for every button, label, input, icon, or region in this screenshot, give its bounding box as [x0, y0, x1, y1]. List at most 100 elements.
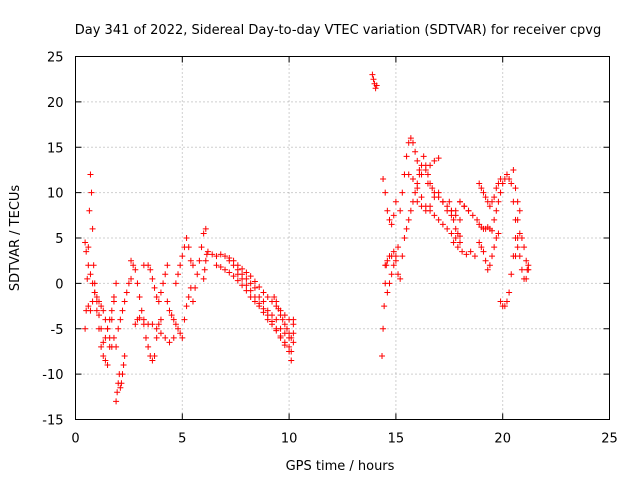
data-point: [506, 289, 513, 296]
grid: [75, 56, 610, 420]
data-point: [286, 343, 293, 350]
series-s2: [82, 239, 120, 346]
data-point: [452, 235, 459, 241]
data-point: [512, 185, 519, 192]
data-point: [217, 251, 224, 258]
y-tick-label: 10: [47, 187, 64, 202]
data-point: [100, 352, 107, 359]
data-point: [202, 257, 209, 264]
data-point: [467, 248, 474, 255]
data-point: [491, 194, 498, 201]
data-point: [117, 316, 124, 323]
data-point: [409, 176, 416, 183]
axis-ticks: 0 5 10 15 20 25 -15 -10 -5 0 5 10 15 20 25: [42, 51, 618, 447]
data-point: [100, 307, 107, 314]
data-point: [183, 303, 190, 310]
data-point: [179, 253, 186, 260]
data-point: [172, 280, 179, 287]
data-point: [119, 371, 126, 378]
series-s30: [476, 176, 504, 210]
x-tick-label: 15: [388, 432, 405, 447]
data-point: [153, 334, 160, 341]
data-point: [196, 257, 203, 264]
data-point: [459, 248, 466, 255]
data-point: [93, 293, 100, 300]
data-point: [418, 194, 425, 201]
data-point: [290, 330, 297, 337]
y-tick-label: 5: [55, 232, 63, 247]
data-point: [204, 248, 211, 255]
data-point: [113, 398, 120, 405]
data-point: [110, 334, 117, 341]
data-point: [497, 189, 504, 196]
data-point: [162, 334, 169, 341]
data-point: [251, 278, 258, 285]
data-point: [114, 389, 121, 396]
data-point: [412, 189, 419, 196]
data-point: [452, 225, 459, 232]
data-point: [493, 235, 500, 241]
data-point: [431, 157, 438, 164]
data-point: [390, 262, 397, 269]
data-point: [523, 257, 530, 264]
data-point: [427, 203, 434, 210]
data-point: [448, 207, 455, 214]
data-point: [151, 352, 158, 359]
data-point: [95, 312, 102, 319]
data-point: [495, 230, 502, 237]
x-axis-label: GPS time / hours: [286, 459, 395, 474]
data-point: [247, 280, 254, 287]
data-point: [256, 300, 263, 307]
data-point: [478, 185, 485, 192]
y-axis-label: SDTVAR / TECUs: [8, 185, 23, 292]
chart-title: Day 341 of 2022, Sidereal Day-to-day VTE…: [75, 23, 601, 38]
data-point: [151, 284, 158, 291]
data-point: [82, 239, 89, 246]
data-point: [86, 207, 93, 214]
data-point: [175, 271, 182, 278]
data-point: [395, 244, 402, 251]
series-s3: [85, 289, 117, 350]
x-tick-label: 0: [71, 432, 79, 447]
data-point: [201, 266, 208, 273]
data-point: [175, 325, 182, 332]
data-point: [209, 251, 216, 258]
data-point: [518, 266, 525, 273]
series-s20: [380, 176, 399, 228]
data-point: [395, 271, 402, 278]
data-point: [407, 135, 414, 142]
series-s25: [414, 189, 472, 219]
data-point: [484, 266, 491, 273]
data-point: [288, 334, 295, 341]
data-point: [85, 262, 92, 269]
data-point: [138, 307, 145, 314]
data-point: [510, 166, 517, 173]
series-s11: [189, 225, 209, 305]
y-tick-label: 20: [47, 96, 64, 111]
data-point: [179, 334, 186, 341]
data-point: [234, 277, 241, 284]
data-point: [523, 275, 530, 282]
data-point: [273, 298, 280, 305]
data-point: [113, 343, 120, 350]
data-point: [399, 189, 406, 196]
data-point: [288, 348, 295, 355]
data-point: [489, 227, 496, 234]
data-point: [136, 314, 143, 321]
data-point: [489, 198, 496, 205]
data-point: [489, 253, 496, 260]
data-point: [418, 171, 425, 178]
series-s19: [379, 262, 390, 359]
data-point: [380, 176, 387, 183]
data-point: [414, 185, 421, 192]
y-tick-label: 0: [55, 277, 63, 292]
data-point: [399, 253, 406, 260]
y-tick-label: 25: [47, 51, 64, 66]
data-point: [414, 157, 421, 164]
data-point: [226, 269, 233, 276]
data-point: [87, 307, 94, 314]
series-s1: [82, 171, 117, 369]
data-point: [172, 321, 179, 328]
data-point: [397, 275, 404, 282]
data-point: [256, 284, 263, 291]
